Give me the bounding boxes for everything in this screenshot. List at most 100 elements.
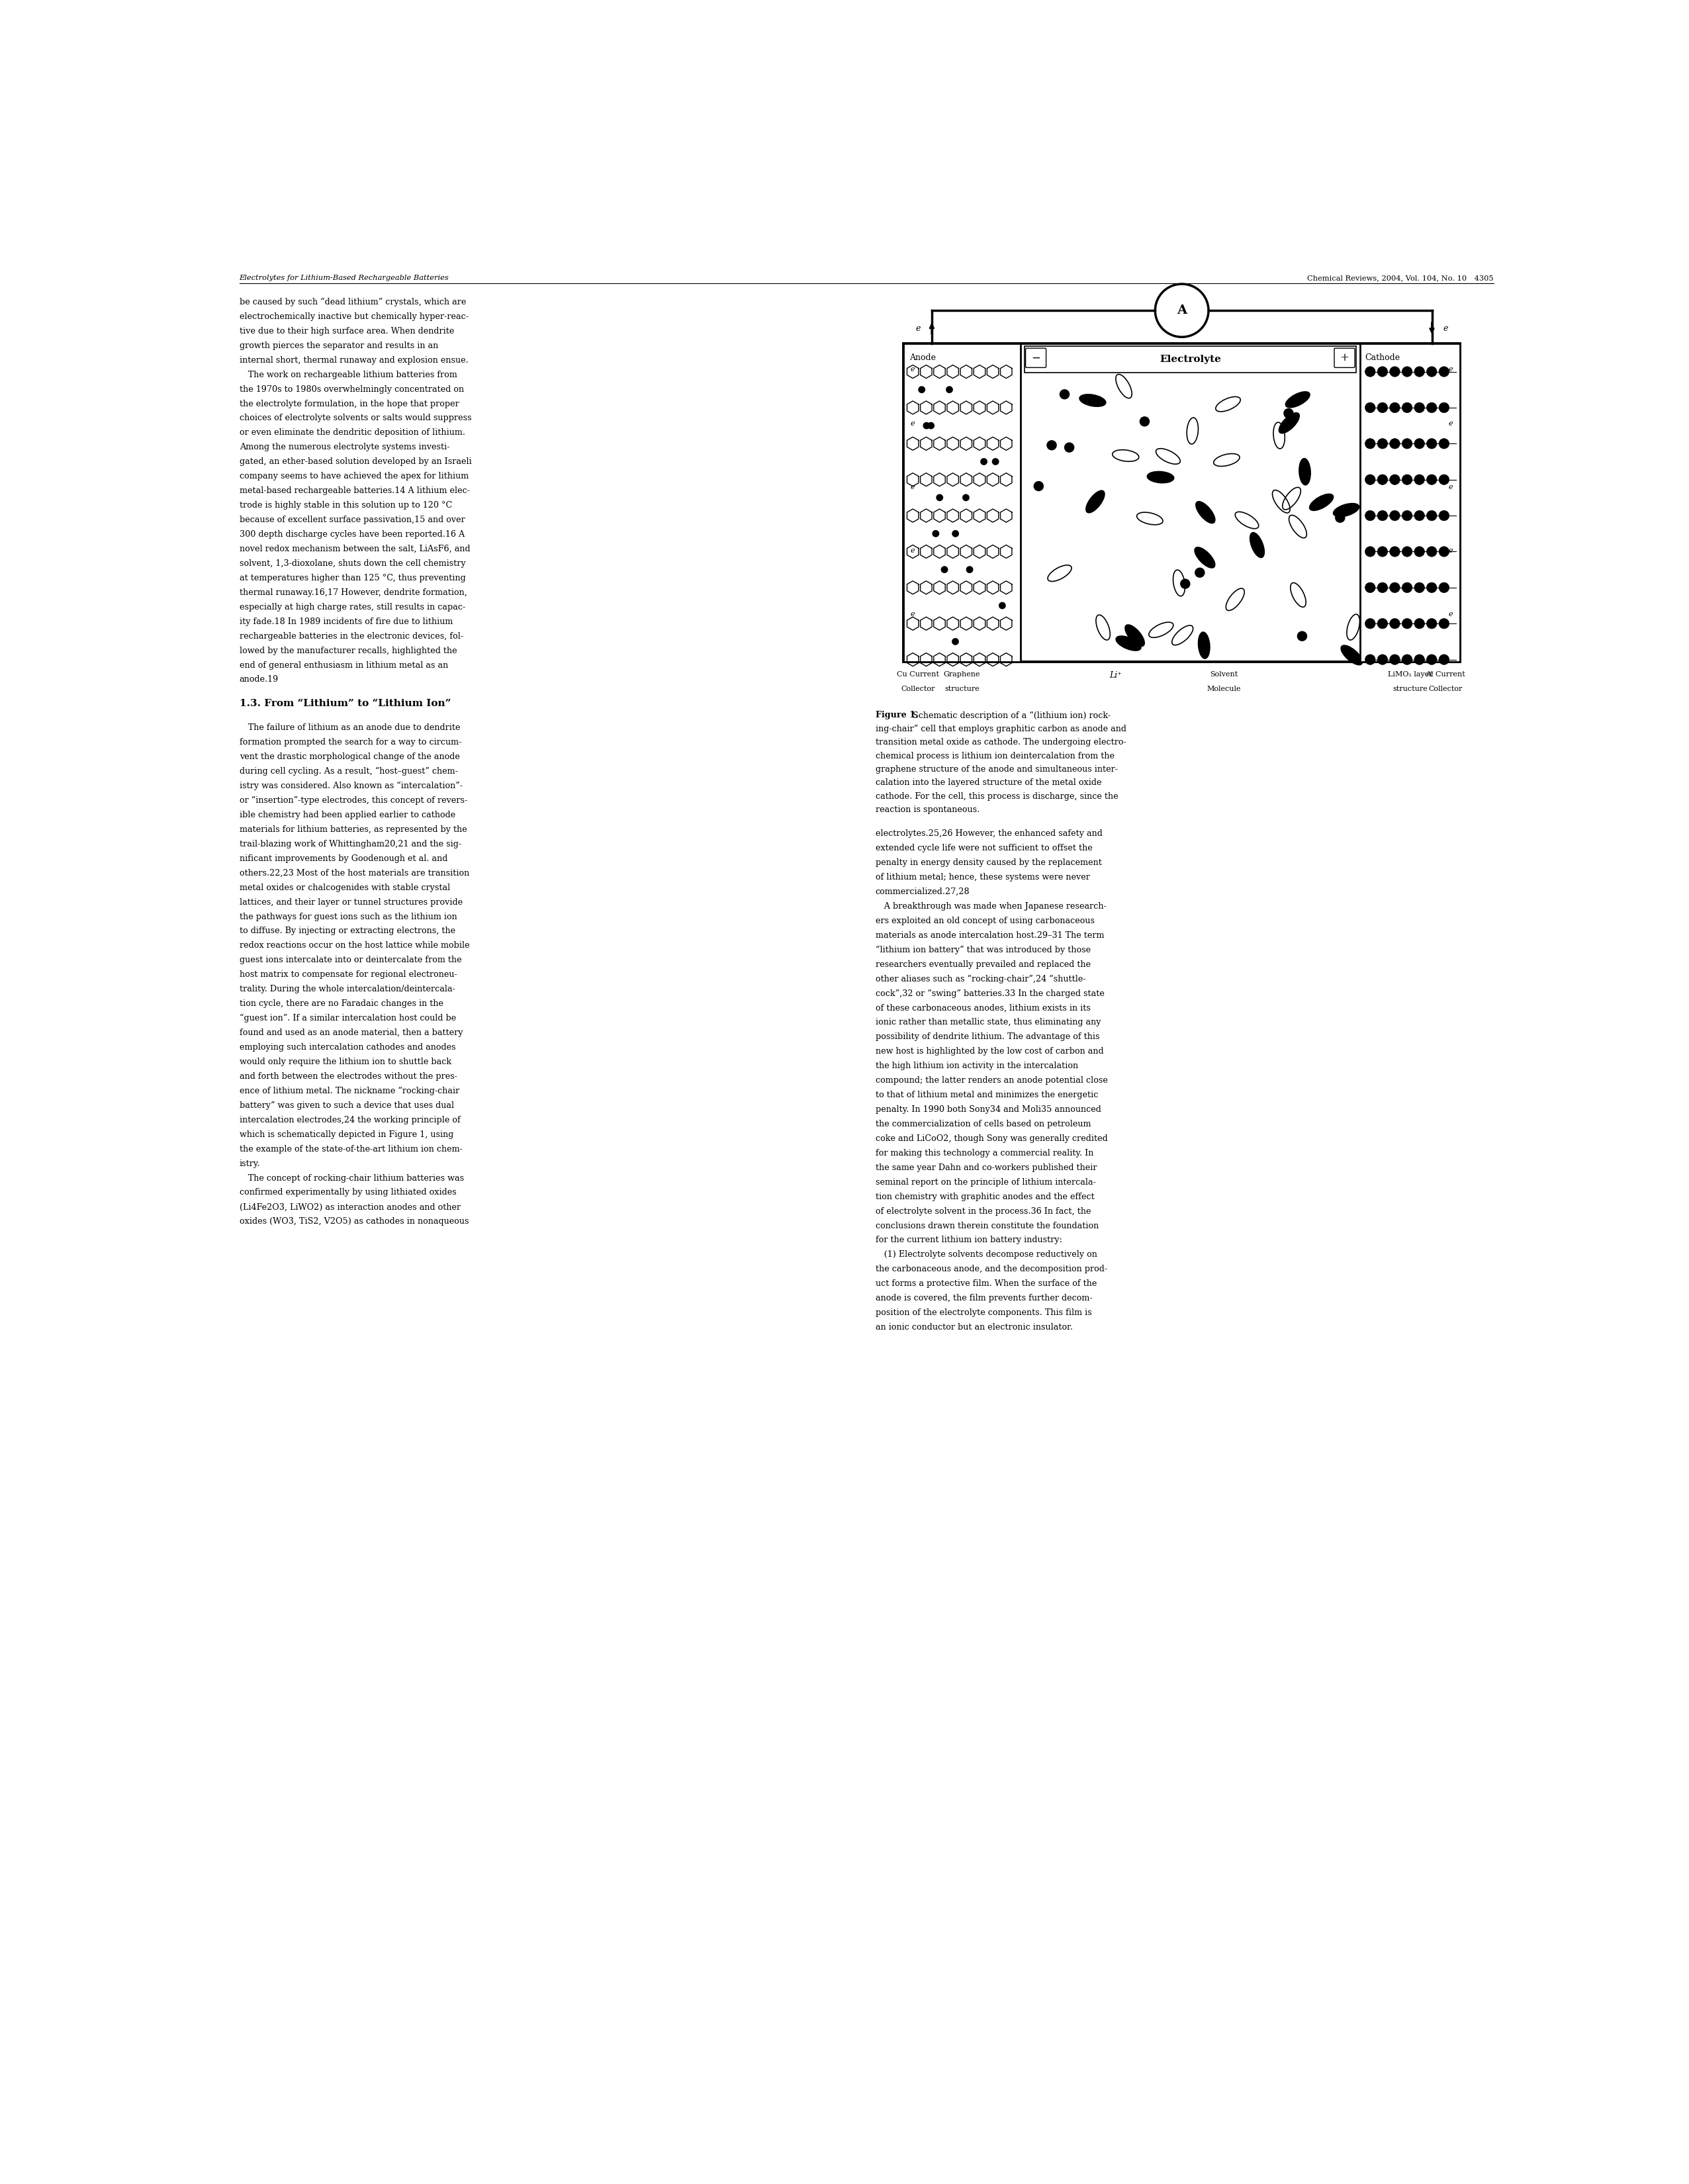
Text: e: e xyxy=(910,419,915,426)
Ellipse shape xyxy=(1116,636,1142,651)
Text: e: e xyxy=(1449,612,1453,618)
Circle shape xyxy=(1439,474,1449,485)
Circle shape xyxy=(1390,583,1400,592)
Text: the example of the state-of-the-art lithium ion chem-: the example of the state-of-the-art lith… xyxy=(240,1144,463,1153)
Text: e: e xyxy=(910,612,915,618)
Circle shape xyxy=(1365,655,1375,664)
Text: structure: structure xyxy=(1392,686,1427,692)
Circle shape xyxy=(1297,631,1307,642)
Text: trode is highly stable in this solution up to 120 °C: trode is highly stable in this solution … xyxy=(240,500,453,509)
Circle shape xyxy=(1427,655,1437,664)
Circle shape xyxy=(1390,474,1400,485)
Text: Graphene: Graphene xyxy=(944,670,980,677)
Text: e: e xyxy=(1442,323,1447,332)
Circle shape xyxy=(1194,568,1204,579)
Circle shape xyxy=(1390,618,1400,629)
Circle shape xyxy=(1365,546,1375,557)
Ellipse shape xyxy=(1125,625,1145,646)
Circle shape xyxy=(1402,618,1412,629)
Circle shape xyxy=(1402,367,1412,376)
Text: e: e xyxy=(910,548,915,555)
Circle shape xyxy=(1439,367,1449,376)
Text: or “insertion”-type electrodes, this concept of revers-: or “insertion”-type electrodes, this con… xyxy=(240,797,468,806)
Text: of electrolyte solvent in the process.36 In fact, the: of electrolyte solvent in the process.36… xyxy=(875,1208,1091,1216)
Text: A breakthrough was made when Japanese research-: A breakthrough was made when Japanese re… xyxy=(875,902,1106,911)
Text: reaction is spontaneous.: reaction is spontaneous. xyxy=(875,806,980,815)
Text: structure: structure xyxy=(944,686,980,692)
Circle shape xyxy=(1402,439,1412,448)
Bar xyxy=(1025,347,1356,373)
Circle shape xyxy=(1377,546,1388,557)
Circle shape xyxy=(1034,480,1044,491)
Text: The failure of lithium as an anode due to dendrite: The failure of lithium as an anode due t… xyxy=(240,723,459,732)
Ellipse shape xyxy=(1194,548,1214,568)
Circle shape xyxy=(966,566,973,572)
Text: would only require the lithium ion to shuttle back: would only require the lithium ion to sh… xyxy=(240,1057,451,1066)
Circle shape xyxy=(1414,655,1424,664)
Text: “lithium ion battery” that was introduced by those: “lithium ion battery” that was introduce… xyxy=(875,946,1091,954)
Text: internal short, thermal runaway and explosion ensue.: internal short, thermal runaway and expl… xyxy=(240,356,468,365)
Text: ence of lithium metal. The nickname “rocking-chair: ence of lithium metal. The nickname “roc… xyxy=(240,1088,459,1096)
Circle shape xyxy=(1427,618,1437,629)
Circle shape xyxy=(922,422,931,430)
Text: cathode. For the cell, this process is discharge, since the: cathode. For the cell, this process is d… xyxy=(875,793,1118,802)
Text: Electrolytes for Lithium-Based Rechargeable Batteries: Electrolytes for Lithium-Based Rechargea… xyxy=(240,275,449,282)
Text: tion cycle, there are no Faradaic changes in the: tion cycle, there are no Faradaic change… xyxy=(240,1000,443,1009)
Text: istry was considered. Also known as “intercalation”-: istry was considered. Also known as “int… xyxy=(240,782,463,791)
Text: host matrix to compensate for regional electroneu-: host matrix to compensate for regional e… xyxy=(240,970,458,978)
Circle shape xyxy=(991,459,1000,465)
Circle shape xyxy=(963,494,969,500)
Text: extended cycle life were not sufficient to offset the: extended cycle life were not sufficient … xyxy=(875,843,1093,852)
Circle shape xyxy=(1414,546,1424,557)
Circle shape xyxy=(1439,546,1449,557)
Text: Al Current: Al Current xyxy=(1426,670,1466,677)
Text: ity fade.18 In 1989 incidents of fire due to lithium: ity fade.18 In 1989 incidents of fire du… xyxy=(240,618,453,627)
Text: others.22,23 Most of the host materials are transition: others.22,23 Most of the host materials … xyxy=(240,869,470,878)
Text: at temperatures higher than 125 °C, thus preventing: at temperatures higher than 125 °C, thus… xyxy=(240,574,466,583)
Ellipse shape xyxy=(1279,413,1299,432)
Circle shape xyxy=(1377,439,1388,448)
FancyBboxPatch shape xyxy=(1025,347,1045,367)
Circle shape xyxy=(1414,439,1424,448)
Text: ers exploited an old concept of using carbonaceous: ers exploited an old concept of using ca… xyxy=(875,917,1094,926)
Text: or even eliminate the dendritic deposition of lithium.: or even eliminate the dendritic depositi… xyxy=(240,428,464,437)
Circle shape xyxy=(1334,513,1344,522)
Bar xyxy=(904,343,1020,662)
Circle shape xyxy=(919,387,926,393)
Text: metal-based rechargeable batteries.14 A lithium elec-: metal-based rechargeable batteries.14 A … xyxy=(240,487,470,496)
Text: seminal report on the principle of lithium intercala-: seminal report on the principle of lithi… xyxy=(875,1177,1096,1186)
Ellipse shape xyxy=(1250,533,1265,557)
Text: cock”,32 or “swing” batteries.33 In the charged state: cock”,32 or “swing” batteries.33 In the … xyxy=(875,989,1105,998)
Circle shape xyxy=(932,531,939,537)
Text: employing such intercalation cathodes and anodes: employing such intercalation cathodes an… xyxy=(240,1044,456,1053)
Circle shape xyxy=(1047,441,1057,450)
Text: The concept of rocking-chair lithium batteries was: The concept of rocking-chair lithium bat… xyxy=(240,1173,464,1182)
Text: materials for lithium batteries, as represented by the: materials for lithium batteries, as repr… xyxy=(240,826,466,834)
Text: e: e xyxy=(1449,483,1453,489)
Circle shape xyxy=(1365,439,1375,448)
Circle shape xyxy=(1377,402,1388,413)
Text: 300 depth discharge cycles have been reported.16 A: 300 depth discharge cycles have been rep… xyxy=(240,531,464,539)
Text: lowed by the manufacturer recalls, highlighted the: lowed by the manufacturer recalls, highl… xyxy=(240,646,456,655)
Text: oxides (WO3, TiS2, V2O5) as cathodes in nonaqueous: oxides (WO3, TiS2, V2O5) as cathodes in … xyxy=(240,1216,468,1225)
Circle shape xyxy=(1181,579,1191,590)
Circle shape xyxy=(927,422,934,430)
Text: electrolytes.25,26 However, the enhanced safety and: electrolytes.25,26 However, the enhanced… xyxy=(875,830,1103,839)
Circle shape xyxy=(1390,546,1400,557)
Text: especially at high charge rates, still results in capac-: especially at high charge rates, still r… xyxy=(240,603,464,612)
Text: “guest ion”. If a similar intercalation host could be: “guest ion”. If a similar intercalation … xyxy=(240,1013,456,1022)
Circle shape xyxy=(1059,389,1069,400)
Text: penalty. In 1990 both Sony34 and Moli35 announced: penalty. In 1990 both Sony34 and Moli35 … xyxy=(875,1105,1101,1114)
Circle shape xyxy=(1365,474,1375,485)
Circle shape xyxy=(1402,511,1412,520)
Text: materials as anode intercalation host.29–31 The term: materials as anode intercalation host.29… xyxy=(875,930,1105,939)
Text: Collector: Collector xyxy=(900,686,936,692)
Text: Schematic description of a “(lithium ion) rock-: Schematic description of a “(lithium ion… xyxy=(907,712,1110,721)
Ellipse shape xyxy=(1079,395,1106,406)
Text: the high lithium ion activity in the intercalation: the high lithium ion activity in the int… xyxy=(875,1061,1078,1070)
Text: ing-chair” cell that employs graphitic carbon as anode and: ing-chair” cell that employs graphitic c… xyxy=(875,725,1127,734)
Circle shape xyxy=(1439,618,1449,629)
Circle shape xyxy=(1365,583,1375,592)
Text: possibility of dendrite lithium. The advantage of this: possibility of dendrite lithium. The adv… xyxy=(875,1033,1100,1042)
Bar xyxy=(904,343,1459,662)
